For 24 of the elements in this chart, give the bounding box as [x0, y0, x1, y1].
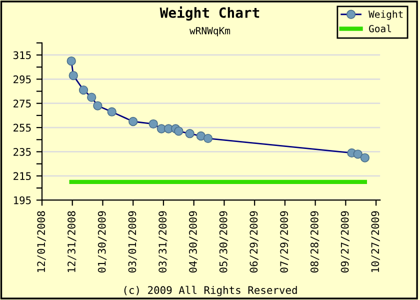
x-tick-label: 12/31/2008 [68, 211, 76, 272]
x-tick-label: 08/28/2009 [310, 211, 320, 273]
x-tick-label: 12/01/2008 [37, 211, 46, 272]
x-tick-label: 03/01/2009 [128, 211, 137, 273]
x-tick-label: 10/27/2009 [371, 211, 380, 272]
y-tick-label: 195 [14, 196, 31, 204]
chart-title: Weight Chart [160, 6, 260, 21]
y-tick-label: 315 [13, 51, 31, 60]
x-tick-label: 06/29/2009 [250, 211, 258, 273]
x-tick-label: 01/30/2009 [98, 211, 107, 273]
legend-label: Goal [369, 24, 392, 32]
x-tick-label: 04/30/2009 [189, 211, 198, 273]
y-tick-label: 235 [14, 148, 31, 156]
legend-label: Weight [368, 10, 403, 20]
y-tick-label: 295 [14, 75, 31, 84]
y-tick-label: 215 [14, 172, 31, 180]
y-tick-label: 275 [14, 100, 31, 108]
chart-subtitle: wRNWqKm [190, 27, 230, 36]
x-tick-label: 09/27/2009 [340, 211, 350, 273]
y-tick-label: 255 [14, 124, 31, 132]
x-tick-label: 05/30/2009 [219, 211, 228, 273]
x-tick-label: 07/29/2009 [280, 211, 289, 273]
x-tick-label: 03/31/2009 [158, 211, 168, 273]
text: (c) 2009 All Rights Reserved [124, 286, 297, 296]
